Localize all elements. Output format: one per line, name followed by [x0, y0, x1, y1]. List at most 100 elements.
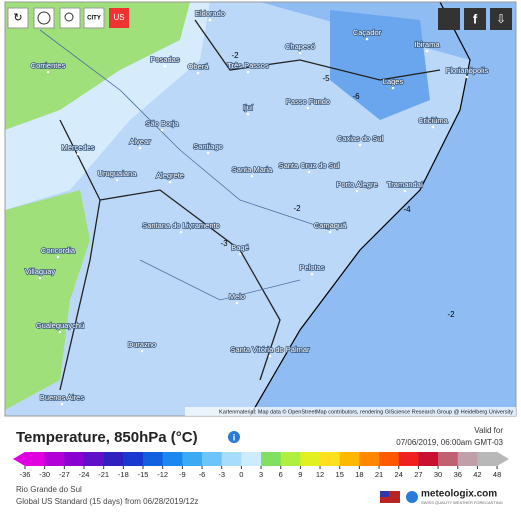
scale-label: -9 [179, 470, 186, 479]
scale-label: 36 [454, 470, 462, 479]
scale-label: -6 [199, 470, 206, 479]
city-dot [179, 230, 183, 234]
city-dot [58, 330, 62, 334]
city-label: Três Passos [227, 61, 269, 70]
city-dot [355, 189, 359, 193]
valid-label: Valid for [474, 426, 503, 435]
scale-label: 0 [239, 470, 243, 479]
city-dot [425, 49, 429, 53]
city-label: Passo Fundo [286, 97, 330, 106]
city-dot [76, 152, 80, 156]
scale-segment [25, 452, 45, 466]
warm-area [5, 2, 190, 130]
city-label: Durazno [128, 340, 156, 349]
city-dot [115, 178, 119, 182]
info-i: i [233, 432, 236, 442]
city-dot [160, 128, 164, 132]
refresh-button[interactable] [7, 7, 29, 29]
scale-segment [359, 452, 380, 466]
scale-segment [221, 452, 242, 466]
tagline: SWISS QUALITY WEATHER FORECASTING [421, 500, 503, 505]
city-dot [56, 255, 60, 259]
brand: meteologix.com [421, 489, 497, 500]
globe-button[interactable] [33, 7, 55, 29]
contour-label: -2 [231, 51, 239, 60]
model: Global US Standard (15 days) from 06/28/… [16, 497, 198, 506]
city-dot [250, 174, 254, 178]
region: Rio Grande do Sul [16, 485, 82, 494]
contour-label: -6 [352, 92, 360, 101]
globe-icon [37, 11, 51, 25]
city-label: Corrientes [31, 61, 66, 70]
scale-label: 24 [395, 470, 403, 479]
info-icon[interactable] [228, 431, 240, 443]
city-label: Melo [229, 292, 245, 301]
scale-label: 21 [375, 470, 383, 479]
scale-label: -18 [118, 470, 129, 479]
city-dot [328, 230, 332, 234]
city-label: São Borja [146, 119, 180, 128]
city-label: Santa Cruz do Sul [279, 161, 340, 170]
city-dot [60, 402, 64, 406]
scale-label: -15 [138, 470, 149, 479]
city-dot [38, 276, 42, 280]
city-label: Ijuí [243, 103, 254, 112]
facebook-button[interactable] [464, 8, 486, 30]
contour-label: -2 [293, 204, 301, 213]
mild-area [5, 2, 210, 210]
scale-label: -27 [59, 470, 70, 479]
scale-label: -24 [79, 470, 90, 479]
attribution: Kartenmaterial: Map data © OpenStreetMap… [219, 408, 513, 415]
contour-label: -2 [447, 310, 455, 319]
download-button[interactable] [490, 8, 512, 30]
city-dot [235, 301, 239, 305]
city-dot [465, 75, 469, 79]
scale-label: 9 [298, 470, 302, 479]
scale-segment [44, 452, 65, 466]
city-label: Pelotas [299, 263, 324, 272]
city-label: Concordia [41, 246, 76, 255]
city-label: Alegrete [156, 171, 184, 180]
scale-segment [241, 452, 262, 466]
city-dot [306, 106, 310, 110]
city-label: Oberá [188, 62, 210, 71]
twitter-button[interactable] [438, 8, 460, 30]
scale-label: -36 [20, 470, 31, 479]
city-dot [238, 252, 242, 256]
city-label: Santiago [193, 142, 223, 151]
city-label: Criciúma [418, 116, 448, 125]
scale-segment [280, 452, 301, 466]
city-label: Porto Alegre [336, 180, 377, 189]
scale-segment [418, 452, 439, 466]
scale-label: 48 [493, 470, 501, 479]
scale-label: 3 [259, 470, 263, 479]
scale-label: 18 [355, 470, 363, 479]
city-label: Villaguay [25, 267, 56, 276]
scale-label: -21 [98, 470, 109, 479]
city-dot [168, 180, 172, 184]
cold-core [330, 10, 430, 120]
city-button[interactable] [83, 7, 105, 29]
city-dot [298, 51, 302, 55]
scale-segment [438, 452, 459, 466]
scale-segment [182, 452, 203, 466]
city-label: CITY [87, 16, 101, 22]
zoom-button[interactable] [59, 7, 81, 29]
scale-segment [339, 452, 360, 466]
scale-segment [202, 452, 222, 466]
roads [39, 29, 331, 301]
city-label: Caxias do Sul [337, 134, 384, 143]
us-button[interactable] [109, 8, 129, 28]
valid-time: 07/06/2019, 06:00am GMT-03 [396, 438, 503, 447]
city-label: Lages [383, 77, 404, 86]
city-label: Uruguaiana [98, 169, 138, 178]
city-label: Santana do Livramento [142, 221, 220, 230]
scale-label: -12 [157, 470, 168, 479]
city-label: Buenos Aires [40, 393, 84, 402]
attribution-bg [185, 407, 516, 416]
city-dot [140, 349, 144, 353]
city-dot [196, 71, 200, 75]
city-dot [206, 151, 210, 155]
warm-area [5, 190, 90, 410]
